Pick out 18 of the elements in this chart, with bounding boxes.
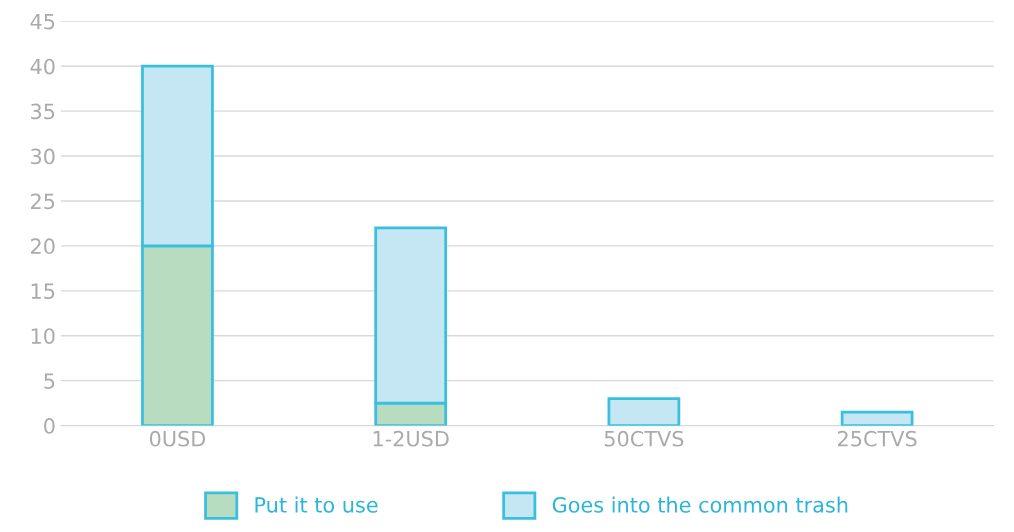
x-tick-label: 1-2USD [373, 430, 449, 447]
y-tick-label: 30 [31, 148, 55, 165]
x-tick-label: 0USD [149, 430, 206, 447]
y-tick-label: 45 [30, 14, 55, 30]
legend-label: Put it to use [255, 496, 378, 513]
x-tick-label: 50CTVS [604, 430, 684, 447]
y-tick-label: 0 [44, 418, 55, 434]
y-tick-label: 5 [44, 373, 55, 389]
y-tick-label: 10 [31, 328, 55, 344]
y-tick-label: 20 [31, 238, 55, 255]
bar [607, 397, 681, 426]
y-tick-label: 25 [31, 193, 55, 210]
y-tick-label: 40 [30, 58, 55, 75]
x-tick-label: 25CTVS [838, 430, 917, 447]
bar [840, 410, 914, 426]
y-tick-label: 35 [31, 103, 55, 120]
legend-label: Goes into the common trash [552, 496, 848, 513]
y-tick-label: 15 [31, 283, 55, 300]
